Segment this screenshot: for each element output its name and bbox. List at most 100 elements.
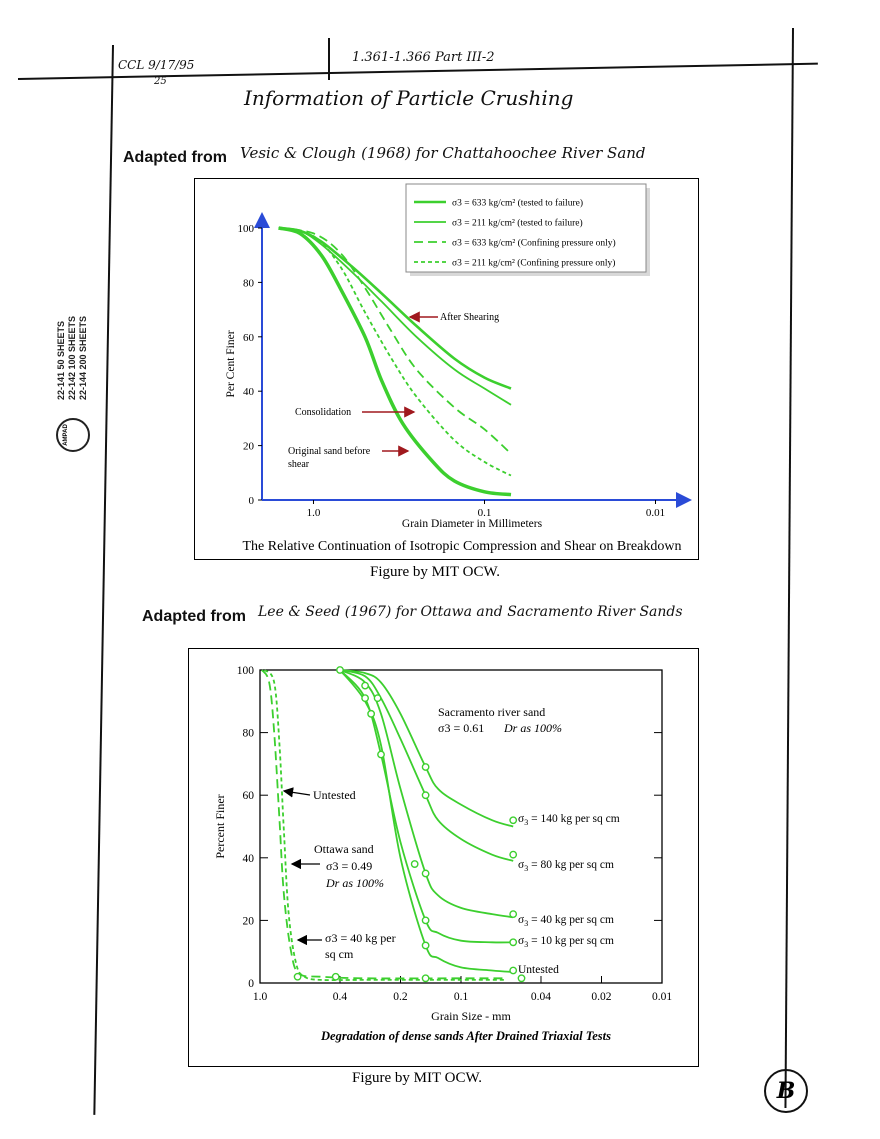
chart2-annotation-ottawa-40: σ3 = 40 kg per (325, 931, 396, 945)
chart1-legend-label: σ3 = 211 kg/cm² (Confining pressure only… (452, 258, 615, 269)
chart2-svg: 0 20 40 60 80 100 1.0 0.4 0.2 0.1 0.04 0.02 0.01 Grai… (213, 665, 672, 1043)
chart2-y-tick-label: 100 (237, 665, 255, 677)
chart2-data-marker (421, 791, 430, 800)
chart2-y-tick-label: 20 (243, 915, 255, 927)
chart2-x-tick-label: 0.02 (591, 991, 611, 1003)
chart2-data-marker (293, 972, 302, 981)
chart1-annotation-consolidation: Consolidation (295, 407, 351, 418)
chart2-data-marker (421, 974, 430, 983)
chart1-svg: 0 20 40 60 80 100 1.0 0.1 0.01 Grain Diameter in … (225, 183, 692, 554)
chart1-series-line (278, 226, 512, 497)
chart2-data-marker (373, 694, 382, 703)
page-title: Information of Particle Crushing (244, 86, 574, 110)
chart2-data-marker (421, 869, 430, 878)
chart2-annotation-arrow (282, 787, 311, 798)
chart1-legend-label: σ3 = 211 kg/cm² (tested to failure) (452, 218, 583, 229)
chart1-series-line (278, 227, 512, 477)
chart2-y-tick-label: 0 (248, 978, 254, 990)
chart1-annotation-original-line2: shear (288, 459, 310, 470)
chart2-x-tick-label: 0.1 (454, 991, 469, 1003)
section2-citation: Lee & Seed (1967) for Ottawa and Sacrame… (258, 604, 683, 620)
chart2-data-marker (377, 750, 385, 759)
right-margin-line (784, 27, 794, 1108)
chart2-curve-label: σ3 = 40 kg per sq cm (518, 914, 614, 928)
chart2-x-tick-label: 1.0 (253, 991, 268, 1003)
chart2-data-marker (509, 966, 518, 975)
chart2-annotation-ottawa-sigma: σ3 = 0.49 (326, 859, 372, 873)
chart1-y-tick-label: 40 (243, 386, 255, 398)
pad-sheet-counts: 22-141 50 SHEETS 22-142 100 SHEETS 22-14… (56, 316, 89, 400)
chart2-data-marker (361, 694, 369, 703)
chart1-y-tick-label: 60 (243, 332, 255, 344)
chart1-annotation-original-line1: Original sand before (288, 446, 371, 457)
chart1-x-tick-label: 0.01 (646, 507, 665, 519)
chart2-y-axis-label: Percent Finer (213, 794, 227, 858)
chart1-x-axis-label: Grain Diameter in Millimeters (402, 518, 543, 530)
header-course: 1.361-1.366 Part III-2 (352, 50, 495, 65)
chart2-x-axis-label: Grain Size - mm (431, 1009, 511, 1023)
pad-brand-logo: AMPAD (56, 418, 90, 452)
chart2-data-marker (509, 816, 518, 825)
chart2-data-marker (421, 763, 430, 771)
chart1-credit: Figure by MIT OCW. (370, 564, 501, 580)
chart2-annotation-sacramento-sigma: σ3 = 0.61 (438, 721, 484, 735)
left-margin-line (93, 44, 114, 1115)
chart2-x-tick-label: 0.04 (531, 991, 551, 1003)
chart1-annotation-after-shearing: After Shearing (440, 312, 499, 323)
chart2-curve-label: σ3 = 10 kg per sq cm (518, 935, 614, 949)
pad-line-1: 22-141 50 SHEETS (56, 320, 66, 400)
chart2-y-tick-label: 40 (243, 853, 255, 865)
chart1-x-tick-label: 0.1 (478, 507, 492, 519)
chart2-series-line (261, 669, 506, 980)
chart1-y-tick-label: 80 (243, 277, 255, 289)
chart2-data-marker (509, 938, 518, 947)
chart2-annotation-untested: Untested (313, 788, 356, 802)
chart2-annotation-sacramento-dr: Dr as 100% (503, 721, 562, 735)
chart2-credit: Figure by MIT OCW. (352, 1070, 483, 1086)
chart2-annotation-ottawa-40-unit: sq cm (325, 947, 354, 961)
chart2-curve-label: Untested (518, 964, 559, 976)
chart1-caption: The Relative Continuation of Isotropic C… (243, 539, 682, 554)
chart2-y-tick-label: 80 (243, 728, 255, 740)
chart1-series-line (278, 227, 512, 455)
pad-line-2: 22-142 100 SHEETS (67, 315, 77, 400)
chart2-data-marker (410, 860, 419, 868)
pad-line-3: 22-144 200 SHEETS (78, 315, 88, 400)
chart2-data-marker (367, 709, 376, 718)
chart2-y-tick-label: 60 (243, 790, 255, 802)
chart2-data-marker (361, 681, 369, 690)
pad-brand-text: AMPAD (62, 424, 69, 446)
chart2-data-marker (509, 850, 518, 859)
chart1-legend-label: σ3 = 633 kg/cm² (Confining pressure only… (452, 238, 616, 249)
chart2-data-marker (421, 916, 430, 925)
chart1-y-tick-label: 100 (238, 223, 255, 235)
header-page-number: 25 (154, 76, 167, 87)
section2-prefix: Adapted from (142, 608, 246, 625)
chart1-legend-label: σ3 = 633 kg/cm² (tested to failure) (452, 198, 583, 209)
chart1-legend-box (405, 183, 647, 273)
chart2-caption: Degradation of dense sands After Drained… (320, 1029, 611, 1043)
chart1-series-line (278, 227, 512, 406)
chart2-data-marker (509, 910, 518, 919)
chart2-data-marker (421, 941, 430, 950)
header-date: CCL 9/17/95 (118, 58, 195, 72)
chart2-x-tick-label: 0.01 (652, 991, 672, 1003)
section1-citation: Vesic & Clough (1968) for Chattahoochee … (240, 144, 646, 162)
chart2-annotation-sacramento: Sacramento river sand (438, 705, 545, 719)
chart1-frame (194, 178, 699, 560)
chart1-y-tick-label: 0 (249, 495, 255, 507)
chart1-x-tick-label: 1.0 (307, 507, 321, 519)
chart1-y-tick-label: 20 (243, 441, 255, 453)
chart2-data-marker (336, 666, 344, 674)
chart2-curve-label: σ3 = 140 kg per sq cm (518, 813, 620, 827)
chart2-x-tick-label: 0.4 (333, 991, 348, 1003)
chart1-y-axis-label: Per Cent Finer (225, 330, 237, 397)
center-header-divider (328, 38, 330, 80)
chart2-x-tick-label: 0.2 (393, 991, 408, 1003)
chart2-curve-label: σ3 = 80 kg per sq cm (518, 859, 614, 873)
chart2-data-marker (517, 974, 526, 983)
section1-prefix: Adapted from (123, 149, 227, 166)
chart2-annotation-ottawa-dr: Dr as 100% (325, 876, 384, 890)
chart2-data-marker (331, 972, 340, 981)
chart2-series-line (263, 669, 506, 982)
